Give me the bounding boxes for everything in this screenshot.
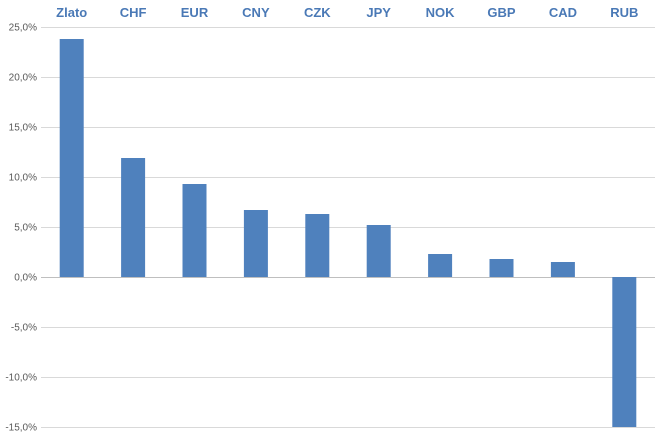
y-tick-label: 0,0% xyxy=(14,273,37,284)
category-label: CHF xyxy=(120,5,147,20)
y-tick-label: 20,0% xyxy=(9,73,37,84)
bar-eur xyxy=(182,184,207,277)
y-tick-label: -15,0% xyxy=(5,423,37,433)
category-label: GBP xyxy=(487,5,516,20)
bar-nok xyxy=(428,254,453,277)
y-tick-label: 5,0% xyxy=(14,223,37,234)
y-tick-label: 15,0% xyxy=(9,123,37,134)
bars xyxy=(59,39,637,427)
category-label: Zlato xyxy=(56,5,87,20)
y-tick-label: 25,0% xyxy=(9,23,37,34)
bar-gbp xyxy=(489,259,514,277)
bar-cad xyxy=(550,262,575,277)
category-label: EUR xyxy=(181,5,209,20)
y-tick-label: -5,0% xyxy=(11,323,37,334)
bar-czk xyxy=(305,214,330,277)
bar-rub xyxy=(612,277,637,427)
bar-cny xyxy=(243,210,268,277)
category-label: CZK xyxy=(304,5,331,20)
category-label: JPY xyxy=(366,5,391,20)
y-tick-label: -10,0% xyxy=(5,373,37,384)
bar-chf xyxy=(121,158,146,277)
category-label: CNY xyxy=(242,5,270,20)
y-tick-label: 10,0% xyxy=(9,173,37,184)
category-label: CAD xyxy=(549,5,577,20)
category-label: RUB xyxy=(610,5,638,20)
category-label: NOK xyxy=(426,5,456,20)
y-axis: -15,0% -10,0% -5,0% 0,0% 5,0% 10,0% 15,0% 20,0%… xyxy=(5,23,37,433)
bar-zlato xyxy=(59,39,84,277)
category-labels: Zlato CHF EUR CNY CZK JPY NOK GBP CAD RUB xyxy=(56,5,638,20)
bar-jpy xyxy=(366,225,391,277)
